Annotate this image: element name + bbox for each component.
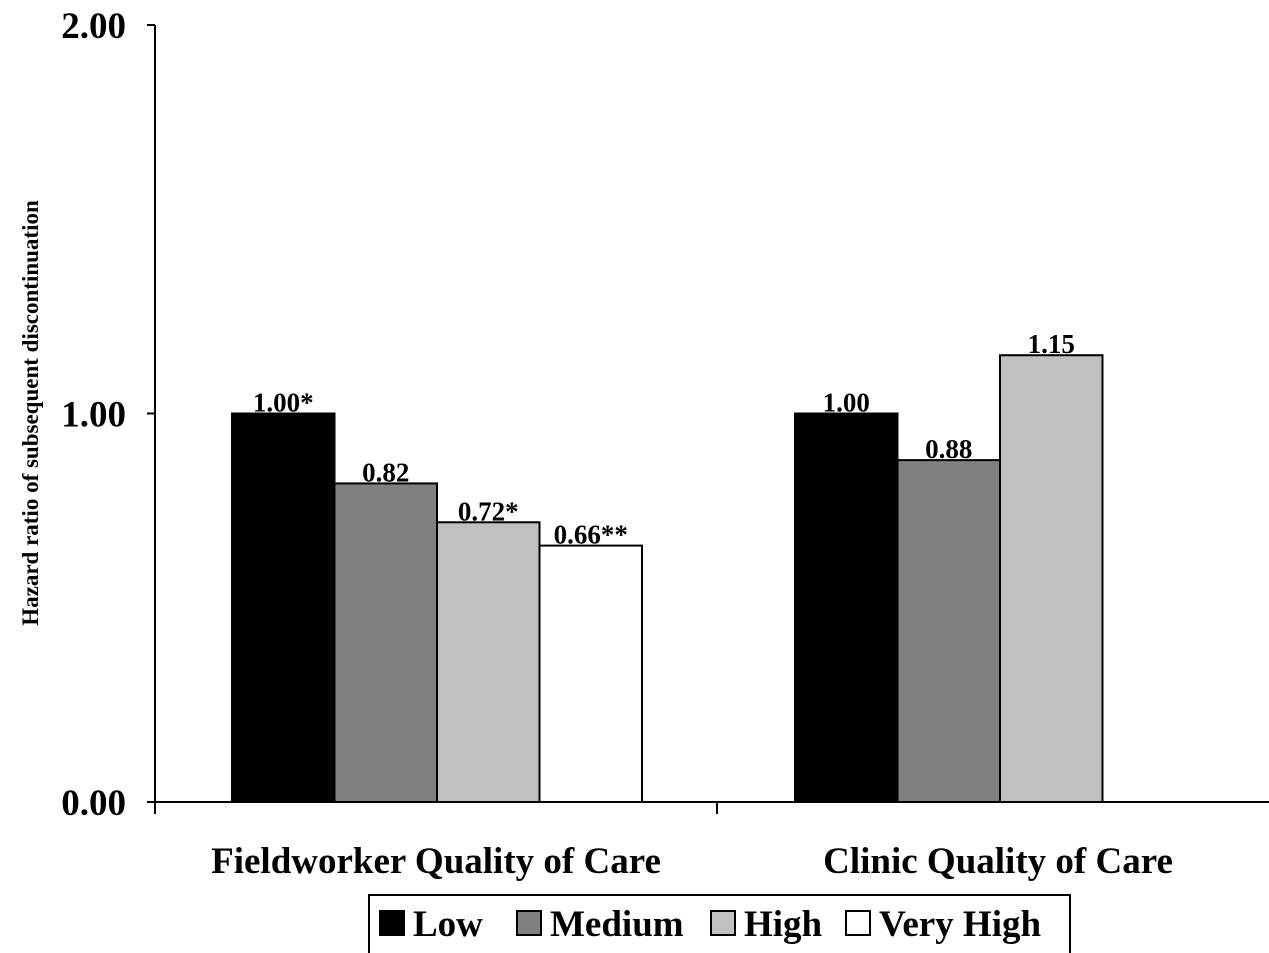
y-tick-label: 2.00 [61,6,126,47]
bar-low [794,412,899,803]
bar-data-label: 1.00 [823,388,870,418]
legend-swatch [379,910,405,936]
bar-data-label: 0.66** [554,520,628,550]
bar-data-label: 0.72* [458,496,519,526]
bar-data-label: 0.88 [925,434,972,464]
legend-swatch [845,910,871,936]
legend-label: High [744,904,823,945]
bar-high [999,354,1104,803]
bar-data-label: 1.15 [1028,329,1075,359]
y-axis-label: Hazard ratio of subsequent discontinuati… [18,200,43,626]
bar-medium [896,459,1001,803]
bar-very-high [538,544,643,804]
legend-swatch [516,910,542,936]
y-tick-label: 1.00 [61,395,126,436]
x-category-label: Fieldworker Quality of Care [211,841,661,882]
bar-data-label: 0.82 [362,457,409,487]
legend: Low Medium High Very High [368,894,1071,953]
bar-data-label: 1.00* [253,388,314,418]
x-category-label: Clinic Quality of Care [823,841,1173,882]
legend-label: Low [413,904,483,945]
legend-label: Medium [550,904,684,945]
y-tick-label: 0.00 [61,783,126,824]
legend-swatch [710,910,736,936]
bar-low [231,412,336,803]
legend-label: Very High [879,904,1041,945]
bar-medium [333,482,438,803]
bar-high [436,521,541,804]
